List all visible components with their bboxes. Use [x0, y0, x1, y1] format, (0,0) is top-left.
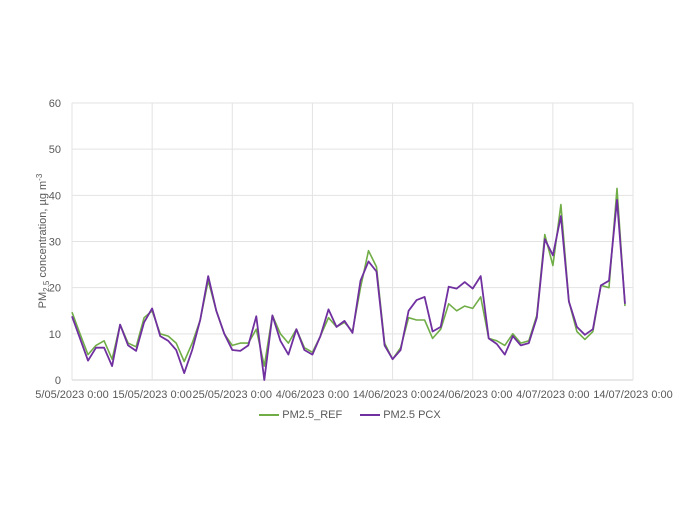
legend: PM2.5_REF PM2.5 PCX [0, 409, 700, 421]
legend-item-pcx: PM2.5 PCX [360, 409, 441, 421]
y-axis-title: PM2.5 concentration, µg m-3 [35, 173, 51, 308]
gridlines [71, 102, 634, 381]
y-tick-label: 60 [49, 98, 61, 110]
series-line-pcx [71, 198, 626, 381]
y-tick-label: 50 [49, 144, 61, 156]
x-tick-label: 5/05/2023 0:00 [35, 389, 108, 401]
legend-label-ref: PM2.5_REF [282, 409, 343, 421]
x-tick-label: 4/07/2023 0:00 [516, 389, 589, 401]
x-tick-label: 15/05/2023 0:00 [112, 389, 192, 401]
y-axis-ticks: 0 10 20 30 40 50 60 [49, 98, 61, 387]
legend-item-ref: PM2.5_REF [259, 409, 342, 421]
y-tick-label: 20 [49, 283, 61, 295]
x-tick-label: 25/05/2023 0:00 [193, 389, 273, 401]
series-line-ref [71, 187, 626, 367]
legend-swatch-ref [259, 414, 280, 416]
y-tick-label: 0 [55, 375, 61, 387]
y-tick-label: 40 [49, 190, 61, 202]
x-tick-label: 14/07/2023 0:00 [593, 389, 673, 401]
y-tick-label: 30 [49, 237, 61, 249]
series-lines [71, 187, 626, 381]
x-axis-ticks: 5/05/2023 0:00 15/05/2023 0:00 25/05/2023 … [35, 389, 672, 401]
y-axis-label: PM2.5 concentration, µg m-3 [35, 173, 51, 308]
x-tick-label: 24/06/2023 0:00 [433, 389, 513, 401]
x-tick-label: 4/06/2023 0:00 [276, 389, 349, 401]
legend-swatch-pcx [360, 414, 381, 416]
x-tick-label: 14/06/2023 0:00 [353, 389, 433, 401]
legend-label-pcx: PM2.5 PCX [383, 409, 441, 421]
y-tick-label: 10 [49, 329, 61, 341]
